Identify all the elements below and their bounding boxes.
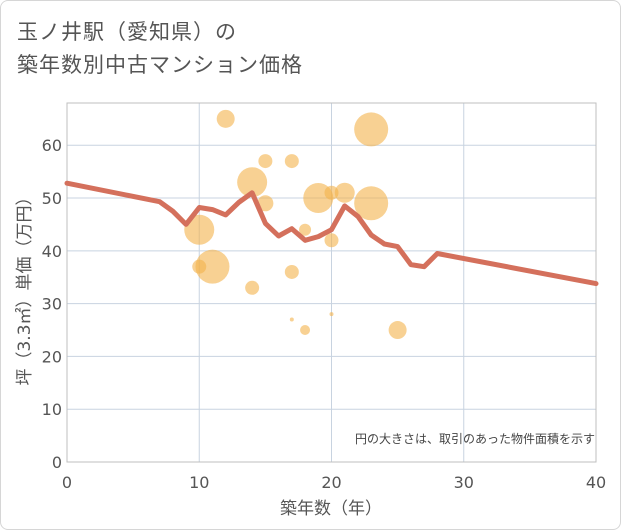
bubble-point — [216, 109, 235, 128]
trend-line — [64, 180, 599, 287]
bubble-point — [184, 214, 215, 245]
chart-title: 玉ノ井駅（愛知県）の 築年数別中古マンション価格 — [17, 16, 303, 82]
trend-line-series — [64, 180, 599, 287]
bubble-point — [299, 223, 312, 236]
chart-title-line-2: 築年数別中古マンション価格 — [17, 53, 303, 77]
y-axis-label: 坪（3.3㎡）単価（万円） — [15, 188, 35, 385]
bubble-point — [388, 321, 407, 340]
bubble-point — [257, 195, 274, 212]
bubble-point — [237, 167, 268, 198]
y-tick-label: 10 — [42, 400, 62, 419]
y-tick-label: 60 — [42, 136, 62, 155]
x-axis-label: 築年数（年） — [280, 499, 382, 519]
bubble-point — [354, 186, 389, 221]
y-tick-label: 20 — [42, 347, 62, 366]
x-tick-label: 20 — [321, 473, 341, 492]
grid-lines — [67, 103, 596, 462]
bubble-point — [300, 325, 311, 336]
chart-title-line-1: 玉ノ井駅（愛知県）の — [17, 20, 237, 44]
bubble-point — [195, 249, 230, 284]
bubble-point — [192, 259, 207, 274]
y-tick-label: 50 — [42, 189, 62, 208]
y-tick-label: 0 — [52, 453, 62, 472]
x-axis-ticks: 0 10 20 30 40 — [62, 473, 606, 492]
x-tick-label: 40 — [586, 473, 606, 492]
bubble-point — [324, 185, 339, 200]
bubble-point — [284, 154, 299, 169]
bubble-point — [324, 233, 339, 248]
bubble-size-note: 円の大きさは、取引のあった物件面積を示す — [355, 431, 595, 446]
bubble-point — [289, 317, 294, 322]
y-tick-label: 30 — [42, 295, 62, 314]
bubble-point — [245, 280, 260, 295]
x-tick-label: 10 — [189, 473, 209, 492]
bubble-point — [258, 154, 273, 169]
bubble-point — [329, 312, 334, 317]
bubble-point — [334, 182, 355, 203]
bubble-point — [354, 112, 389, 147]
y-tick-label: 40 — [42, 242, 62, 261]
x-tick-label: 0 — [62, 473, 72, 492]
bubble-point — [284, 264, 299, 279]
y-axis-ticks: 0 10 20 30 40 50 60 — [42, 136, 62, 472]
x-tick-label: 30 — [454, 473, 474, 492]
bubble-series — [184, 109, 407, 340]
